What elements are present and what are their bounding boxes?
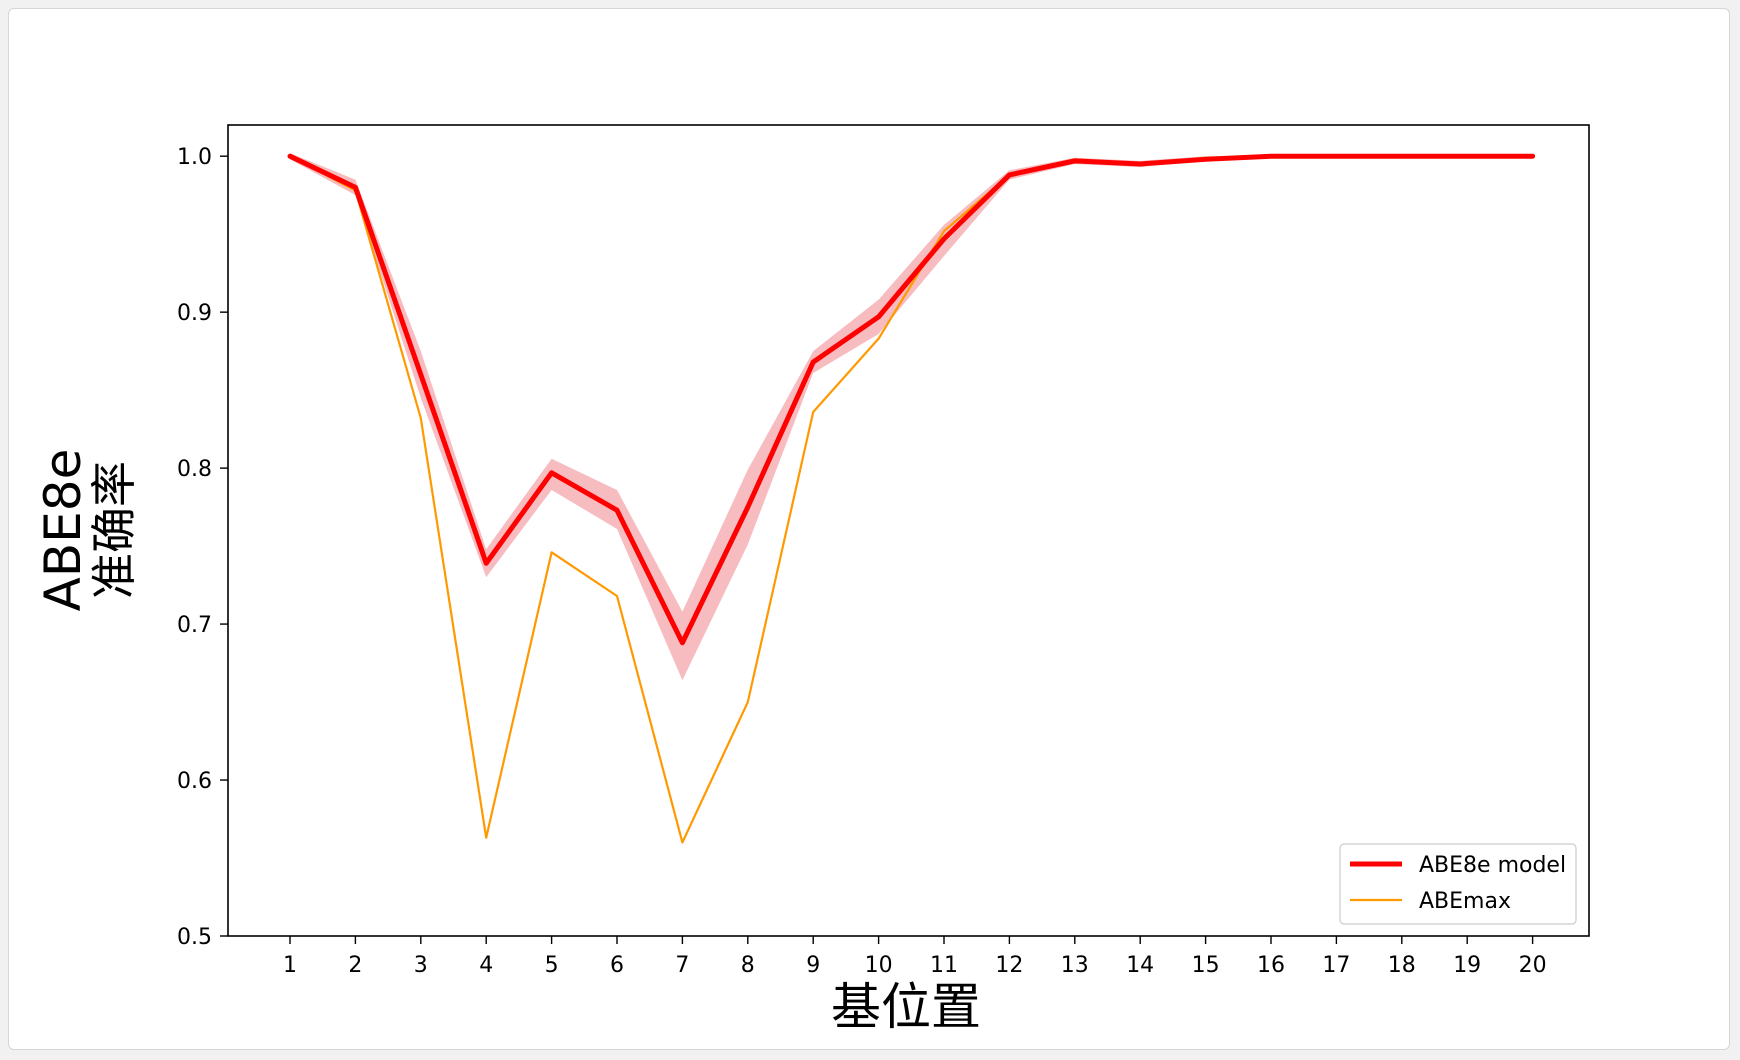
- x-tick-label: 16: [1257, 953, 1285, 978]
- x-tick-label: 2: [348, 953, 362, 978]
- x-tick-label: 11: [930, 953, 958, 978]
- confidence-band-layer: [290, 153, 1533, 681]
- x-axis-ticks: 1 2 3 4 5 6 7 8 9 10 11 12 13 14 15 16 17 18 19 20: [283, 936, 1547, 978]
- x-tick-label: 19: [1453, 953, 1481, 978]
- x-tick-label: 8: [741, 953, 755, 978]
- legend-label-abemax: ABEmax: [1419, 889, 1511, 914]
- legend-label-abe8e-model: ABE8e model: [1419, 853, 1566, 878]
- plot-area: [227, 124, 1590, 937]
- y-axis-title-line-2: 准确率: [87, 461, 141, 599]
- series-line-layer: [287, 153, 1536, 844]
- y-tick-label: 0.5: [177, 925, 212, 950]
- y-axis-title: ABE8e 准确率: [34, 449, 141, 612]
- x-axis-title: 基位置: [831, 978, 981, 1036]
- x-tick-label: 13: [1061, 953, 1089, 978]
- x-tick-label: 20: [1519, 953, 1547, 978]
- y-tick-label: 0.9: [177, 301, 212, 326]
- x-tick-label: 18: [1388, 953, 1416, 978]
- y-axis-ticks: 0.5 0.6 0.7 0.8 0.9 1.0: [177, 145, 228, 950]
- x-tick-label: 7: [675, 953, 689, 978]
- x-tick-label: 3: [414, 953, 428, 978]
- x-tick-label: 12: [995, 953, 1023, 978]
- y-axis-title-line-1: ABE8e: [34, 449, 92, 612]
- x-tick-label: 6: [610, 953, 624, 978]
- y-tick-label: 0.8: [177, 457, 212, 482]
- x-tick-label: 1: [283, 953, 297, 978]
- y-tick-label: 0.7: [177, 613, 212, 638]
- legend: ABE8e model ABEmax: [1339, 843, 1577, 925]
- y-tick-label: 0.6: [177, 769, 212, 794]
- y-tick-label: 1.0: [177, 145, 212, 170]
- series-line-abe8e-model: [287, 153, 1536, 646]
- x-tick-label: 10: [865, 953, 893, 978]
- x-tick-label: 5: [545, 953, 559, 978]
- x-tick-label: 15: [1192, 953, 1220, 978]
- abe8e-model-confidence-band: [290, 153, 1533, 681]
- x-tick-label: 14: [1126, 953, 1154, 978]
- x-tick-label: 17: [1322, 953, 1350, 978]
- series-line-abemax: [288, 155, 1534, 844]
- x-tick-label: 9: [806, 953, 820, 978]
- x-tick-label: 4: [479, 953, 493, 978]
